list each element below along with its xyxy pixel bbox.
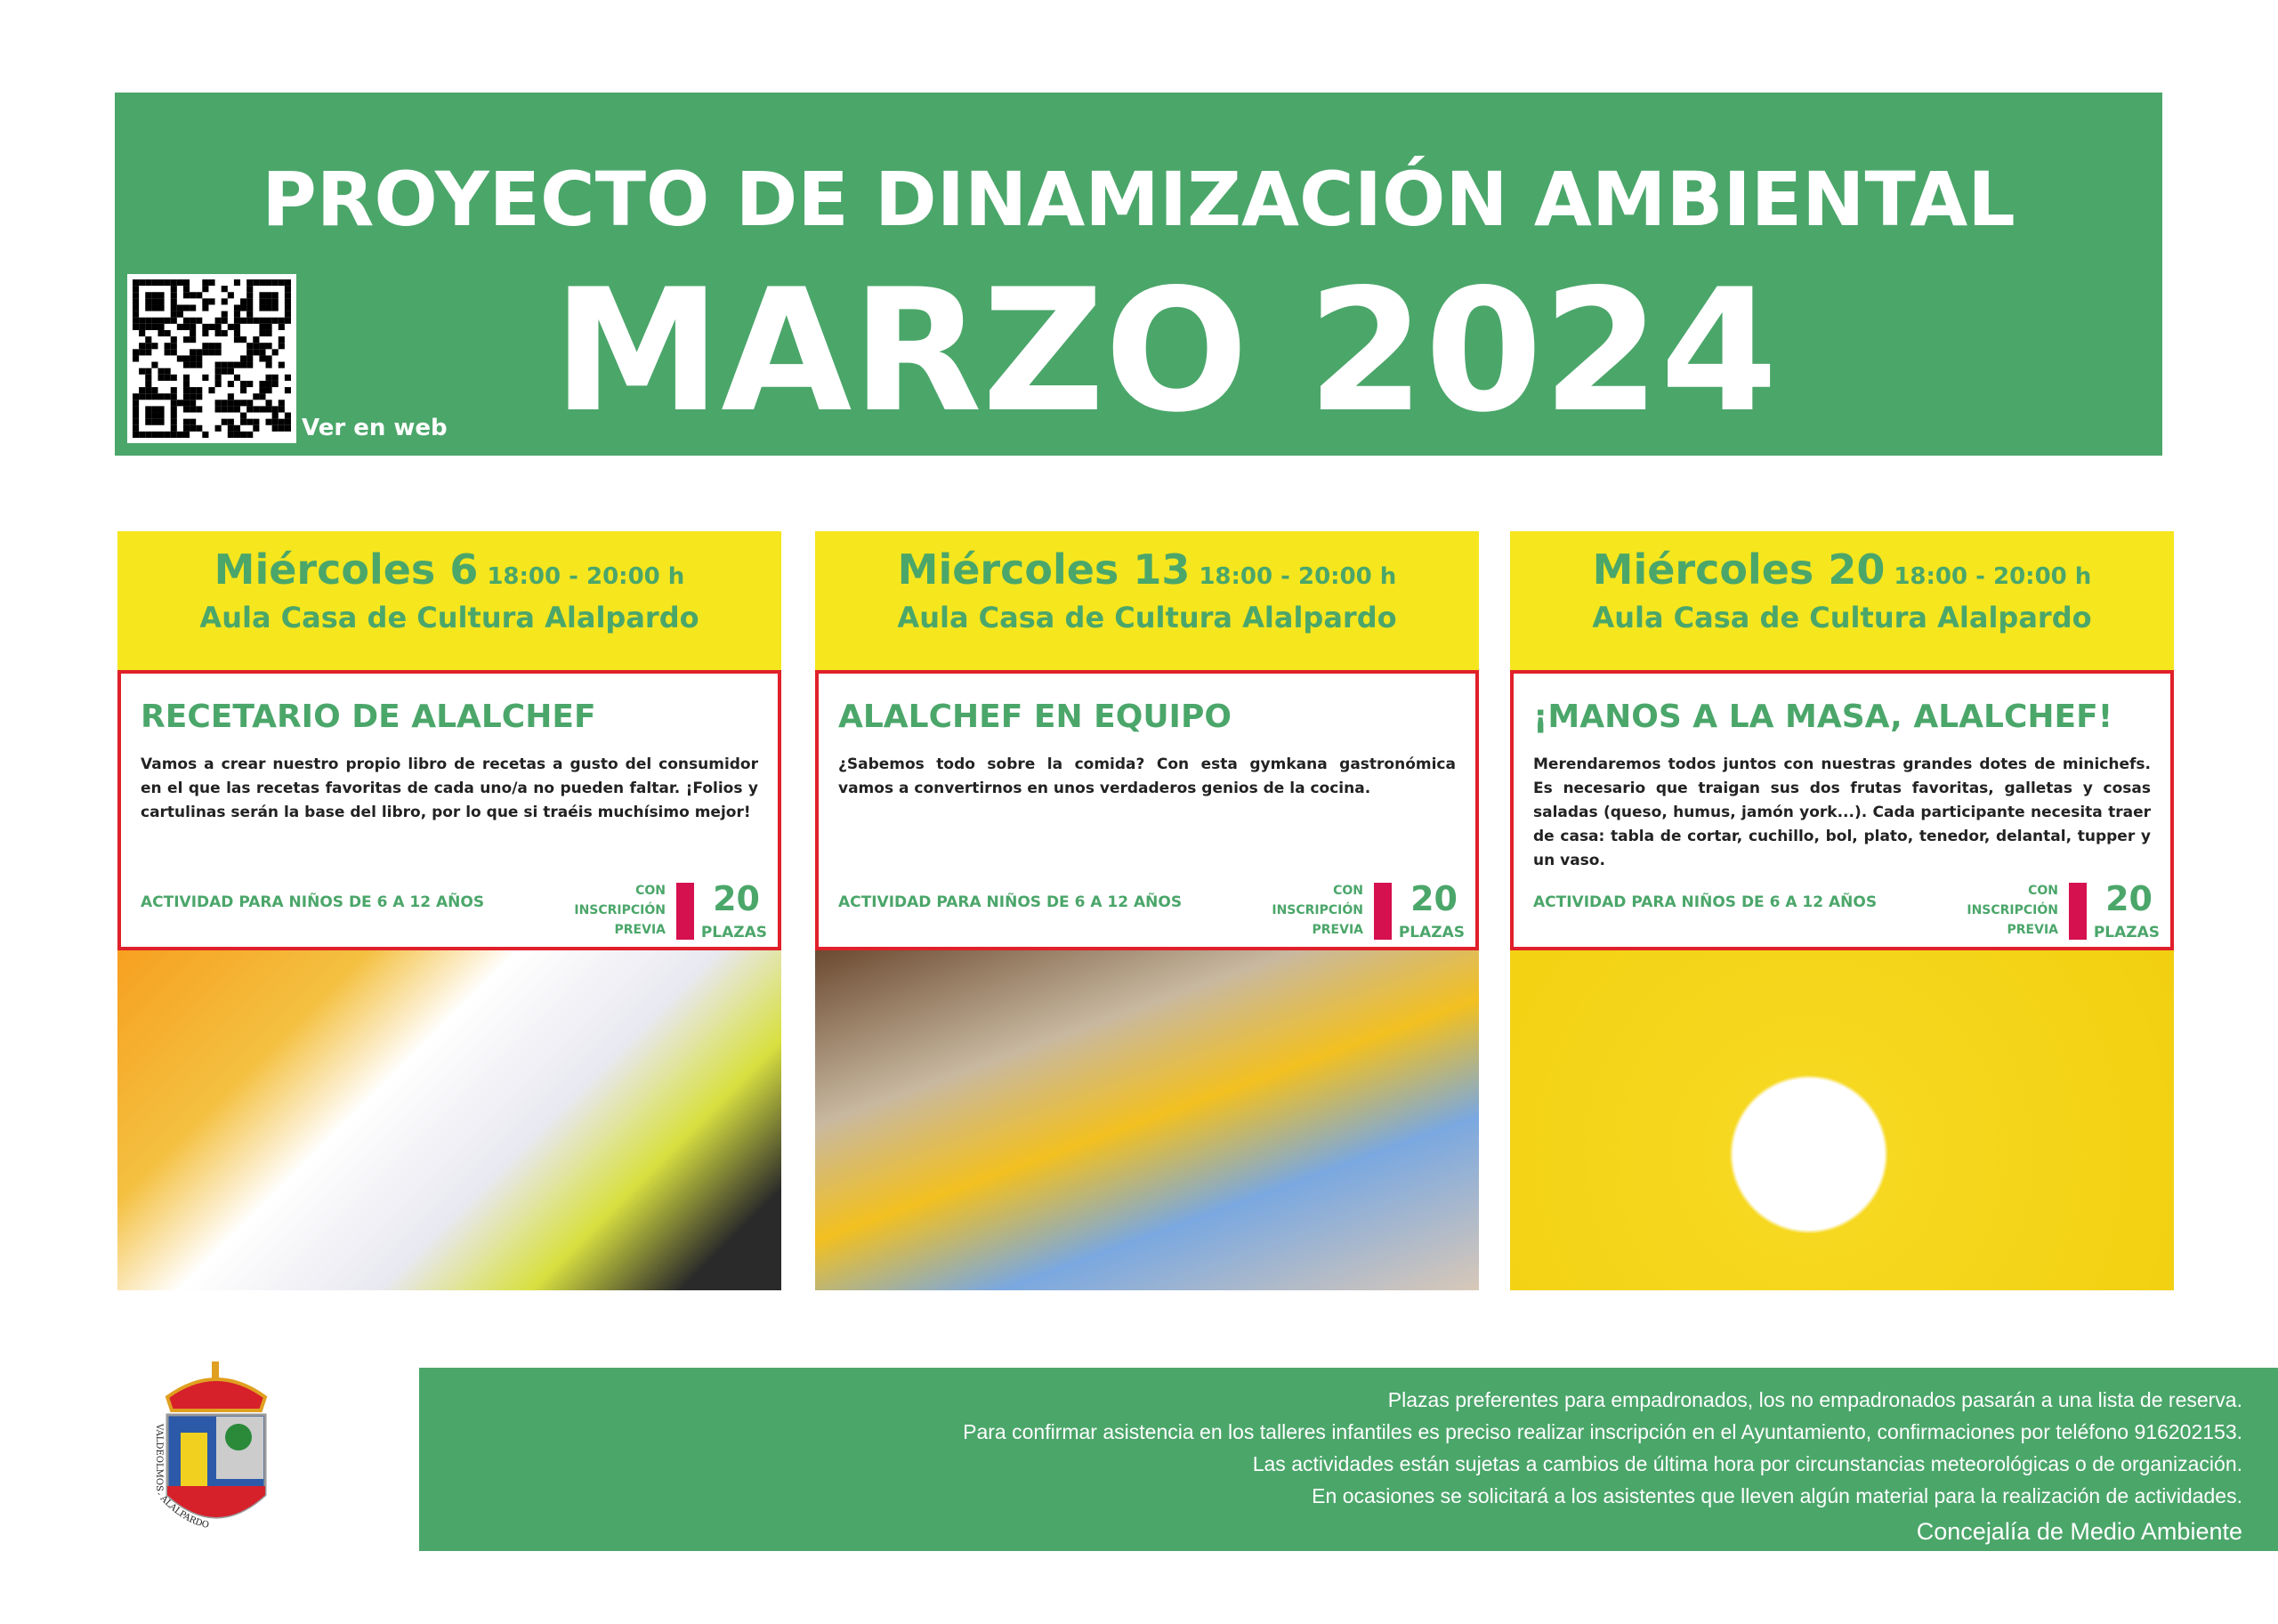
- inscription-line: CON: [635, 884, 666, 898]
- inscription-line: CON: [1333, 884, 1363, 898]
- event-age: ACTIVIDAD PARA NIÑOS DE 6 A 12 AÑOS: [141, 893, 485, 911]
- event-title: ¡MANOS A LA MASA, ALALCHEF!: [1533, 699, 2113, 735]
- event-card: Miércoles 6 18:00 - 20:00 h Aula Casa de …: [117, 531, 781, 1290]
- event-photo: [815, 950, 1479, 1290]
- inscription-line: PREVIA: [2007, 923, 2058, 937]
- event-age: ACTIVIDAD PARA NIÑOS DE 6 A 12 AÑOS: [838, 893, 1183, 911]
- inscription-note: CON INSCRIPCIÓN PREVIA: [574, 881, 666, 940]
- municipal-crest-logo: VALDEOLMOS - ALALPARDO: [149, 1361, 283, 1553]
- inscription-line: PREVIA: [614, 923, 666, 937]
- inscription-line: INSCRIPCIÓN: [574, 903, 666, 917]
- places-label: PLAZAS: [1398, 924, 1465, 941]
- event-day: Miércoles 20: [1592, 545, 1886, 594]
- event-day: Miércoles 6: [214, 545, 479, 594]
- page-title: PROYECTO DE DINAMIZACIÓN AMBIENTAL: [262, 156, 2015, 243]
- places-label: PLAZAS: [2093, 924, 2160, 941]
- event-place: Aula Casa de Cultura Alalpardo: [1592, 601, 2092, 634]
- event-description: Vamos a crear nuestro propio libro de re…: [141, 755, 758, 821]
- qr-code-icon[interactable]: [127, 274, 296, 443]
- inscription-line: INSCRIPCIÓN: [1272, 903, 1363, 917]
- event-description: Merendaremos todos juntos con nuestras g…: [1533, 755, 2151, 869]
- event-title: ALALCHEF EN EQUIPO: [838, 699, 1232, 735]
- event-date-header: Miércoles 13 18:00 - 20:00 h Aula Casa de…: [815, 531, 1479, 670]
- divider-bar: [2069, 883, 2087, 940]
- inscription-line: INSCRIPCIÓN: [1967, 903, 2058, 917]
- qr-label[interactable]: Ver en web: [302, 415, 448, 441]
- event-place: Aula Casa de Cultura Alalpardo: [199, 601, 699, 634]
- event-description: ¿Sabemos todo sobre la comida? Con esta …: [838, 755, 1456, 797]
- event-card: Miércoles 20 18:00 - 20:00 h Aula Casa de…: [1510, 531, 2174, 1290]
- event-day: Miércoles 13: [897, 545, 1191, 594]
- inscription-line: PREVIA: [1312, 923, 1363, 937]
- footer-line: En ocasiones se solicitará a los asisten…: [1312, 1484, 2242, 1507]
- places-count: 20: [1410, 879, 1458, 918]
- event-time: 18:00 - 20:00 h: [1894, 563, 2092, 590]
- divider-bar: [676, 883, 694, 940]
- event-photo: [1510, 950, 2174, 1290]
- event-details: ¡MANOS A LA MASA, ALALCHEF! Merendaremos…: [1510, 670, 2174, 950]
- footer-signature: Concejalía de Medio Ambiente: [1916, 1518, 2242, 1545]
- event-date-header: Miércoles 6 18:00 - 20:00 h Aula Casa de …: [117, 531, 781, 670]
- inscription-note: CON INSCRIPCIÓN PREVIA: [1272, 881, 1363, 940]
- footer-line: Para confirmar asistencia en los tallere…: [963, 1420, 2242, 1443]
- event-time: 18:00 - 20:00 h: [487, 563, 685, 590]
- footer-notes: Plazas preferentes para empadronados, lo…: [419, 1368, 2278, 1551]
- event-age: ACTIVIDAD PARA NIÑOS DE 6 A 12 AÑOS: [1533, 893, 1878, 911]
- event-card: Miércoles 13 18:00 - 20:00 h Aula Casa de…: [815, 531, 1479, 1290]
- event-photo: [117, 950, 781, 1290]
- footer-line: Las actividades están sujetas a cambios …: [1252, 1452, 2242, 1475]
- places-count: 20: [2105, 879, 2153, 918]
- event-title: RECETARIO DE ALALCHEF: [141, 699, 596, 735]
- places-count: 20: [713, 879, 760, 918]
- header-banner: PROYECTO DE DINAMIZACIÓN AMBIENTAL MARZO…: [115, 93, 2162, 456]
- event-place: Aula Casa de Cultura Alalpardo: [897, 601, 1397, 634]
- inscription-note: CON INSCRIPCIÓN PREVIA: [1967, 881, 2058, 940]
- footer-line: Plazas preferentes para empadronados, lo…: [1387, 1388, 2242, 1411]
- inscription-line: CON: [2028, 884, 2058, 898]
- event-date-header: Miércoles 20 18:00 - 20:00 h Aula Casa de…: [1510, 531, 2174, 670]
- event-details: RECETARIO DE ALALCHEF Vamos a crear nues…: [117, 670, 781, 950]
- places-label: PLAZAS: [700, 924, 767, 941]
- divider-bar: [1374, 883, 1392, 940]
- page-subtitle: MARZO 2024: [553, 253, 1778, 449]
- event-details: ALALCHEF EN EQUIPO ¿Sabemos todo sobre l…: [815, 670, 1479, 950]
- event-time: 18:00 - 20:00 h: [1199, 563, 1397, 590]
